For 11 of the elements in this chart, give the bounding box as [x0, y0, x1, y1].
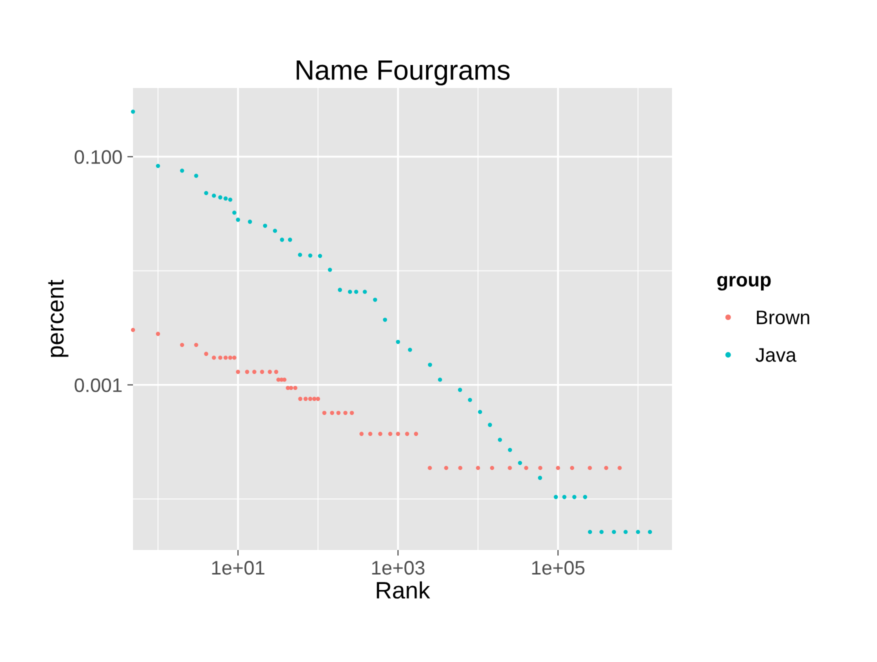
- legend-label: Java: [756, 348, 796, 362]
- x-tick-label: 1e+03: [372, 560, 424, 575]
- legend-label: Brown: [756, 310, 810, 324]
- legend-title: group: [717, 276, 771, 291]
- chart-title: Name Fourgrams: [296, 60, 510, 86]
- y-tick-label: 0.001: [74, 378, 122, 392]
- y-tick-label: 0.100: [74, 150, 122, 164]
- x-tick-label: 1e+01: [212, 560, 264, 575]
- x-tick-label: 1e+05: [532, 560, 584, 575]
- x-axis-title: Rank: [376, 581, 430, 599]
- y-axis-title: percent: [48, 280, 68, 357]
